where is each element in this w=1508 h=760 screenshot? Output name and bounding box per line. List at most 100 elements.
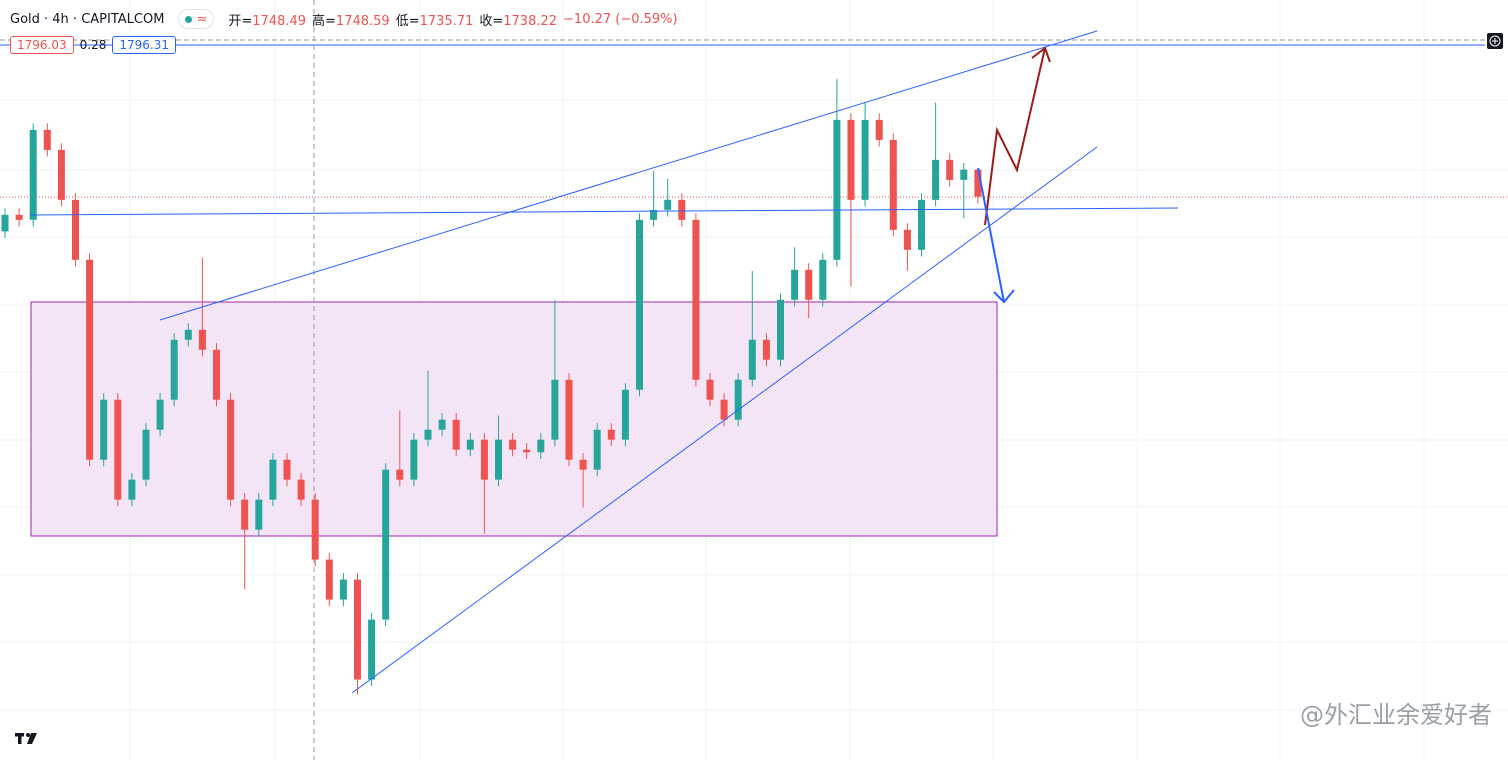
candle-body [452, 419, 460, 450]
candle-body [198, 329, 206, 350]
candle-body [72, 199, 79, 260]
status-dot [185, 15, 193, 23]
bearish-arrow [977, 167, 1015, 304]
candle-body [29, 129, 37, 220]
candle-body [43, 129, 51, 150]
status-pill[interactable]: ≈ [178, 9, 215, 29]
ohlc-value: 1735.71 [419, 13, 474, 29]
candle-body [339, 579, 347, 600]
ohlc-value: 1748.59 [335, 13, 390, 29]
trade-buttons: 1796.03 0.28 1796.31 [10, 36, 176, 54]
candle-body [227, 399, 235, 500]
candle-body [833, 119, 841, 260]
watermark: @外汇业余爱好者 [1300, 701, 1492, 729]
spread: 0.28 [79, 38, 107, 52]
candle-body [607, 429, 615, 440]
candle-body [762, 339, 770, 360]
candle-body [565, 379, 573, 460]
candle-body [100, 399, 108, 460]
candle-body [974, 169, 982, 197]
candle-body [424, 429, 432, 440]
candle-body [734, 379, 742, 420]
candle-body [241, 499, 249, 530]
candle-body [57, 149, 65, 200]
candle-body [368, 619, 376, 680]
candle-body [354, 579, 361, 680]
candle-body [875, 119, 883, 140]
wedge-lower [351, 146, 1098, 694]
ohlc-label: 高= [312, 13, 336, 29]
candle-body [678, 199, 686, 220]
symbol[interactable]: Gold · 4h · CAPITALCOM [10, 11, 165, 27]
candle-body [791, 269, 799, 300]
ohlc: 开=1748.49 高=1748.59 低=1735.71 收=1738.22 [228, 10, 557, 29]
candle-body [410, 439, 418, 480]
candle-body [382, 469, 390, 620]
candle-body [847, 119, 855, 200]
ohlc-item: 高=1748.59 [312, 10, 390, 29]
candle-body [946, 159, 954, 180]
change: −10.27 (−0.59%) [563, 11, 678, 27]
candle-body [720, 399, 728, 420]
candle-body [325, 559, 333, 600]
candle-body [311, 499, 319, 560]
buy-button[interactable]: 1796.31 [112, 36, 176, 54]
tv-logo[interactable] [15, 733, 37, 744]
candle-body [579, 459, 587, 470]
candle-body [960, 169, 968, 180]
candle-body [918, 199, 925, 250]
candle-body [551, 379, 559, 440]
candle-body [664, 199, 672, 210]
wedge-upper [159, 30, 1098, 321]
bullish-arrow [984, 46, 1051, 226]
candles [1, 78, 982, 695]
candle-body [692, 219, 700, 380]
candle-body [748, 339, 756, 380]
candle-body [636, 219, 643, 390]
ohlc-item: 收=1738.22 [479, 10, 557, 29]
ohlc-label: 收= [479, 13, 504, 29]
ohlc-label: 开= [228, 13, 253, 29]
candle-body [213, 349, 220, 400]
ohlc-item: 开=1748.49 [228, 10, 306, 29]
ohlc-label: 低= [395, 13, 420, 29]
candle-body [114, 399, 122, 500]
candle-body [523, 449, 531, 453]
candle-body [184, 329, 192, 340]
range-box [30, 301, 998, 537]
candle-body [706, 379, 714, 400]
candle-body [170, 339, 178, 400]
candle-body [1, 214, 9, 232]
candle-body [297, 479, 305, 500]
ohlc-value: 1748.49 [252, 13, 307, 29]
sell-button[interactable]: 1796.03 [10, 36, 74, 54]
candle-body [142, 429, 150, 480]
plus-button[interactable] [1487, 33, 1503, 49]
candle-body [128, 479, 136, 500]
status-icon: ≈ [196, 11, 208, 27]
candle-body [480, 439, 488, 480]
candle-body [932, 159, 940, 200]
header: Gold · 4h · CAPITALCOM ≈ 开=1748.49 高=1748… [10, 9, 678, 29]
candle-body [621, 389, 629, 440]
candle-body [396, 469, 404, 480]
candle-body [255, 499, 263, 530]
candle-body [269, 459, 277, 500]
candle-body [903, 229, 911, 250]
candle-body [805, 269, 813, 300]
candle-body [650, 209, 658, 220]
candle-body [156, 399, 164, 430]
candle-body [889, 139, 897, 230]
candle-body [509, 439, 517, 450]
candle-body [495, 439, 502, 480]
candle-body [86, 259, 94, 460]
candle-body [819, 259, 827, 300]
ohlc-item: 低=1735.71 [396, 10, 474, 29]
candle-body [438, 419, 446, 430]
candle-body [861, 119, 869, 200]
candle-body [537, 439, 545, 453]
candle-body [283, 459, 291, 480]
candle-body [593, 429, 601, 470]
